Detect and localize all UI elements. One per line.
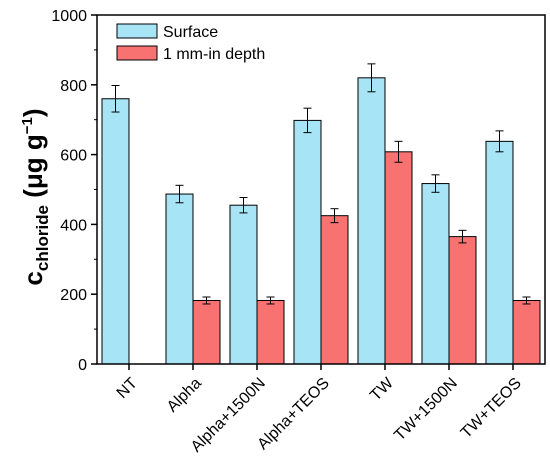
y-axis-title-symbol: c [18, 271, 48, 285]
bar-1-mm-in-depth-alpha [192, 299, 221, 365]
legend: Surface 1 mm-in depth [116, 23, 265, 63]
error-bar-surface-tw-1500n [431, 174, 440, 193]
bar-surface-tw [357, 77, 386, 365]
bars-layer [101, 77, 541, 365]
bar-1-mm-in-depth-alpha-teos [320, 215, 349, 365]
legend-swatch-surface [116, 23, 158, 39]
y-tick-label: 600 [60, 148, 87, 165]
x-tick-label-nt: NT [114, 375, 141, 402]
bar-surface-tw-1500n [421, 183, 450, 365]
y-axis-title-exponent: −1 [19, 117, 36, 134]
error-bar-1-mm-in-depth-alpha-1500n [266, 296, 275, 305]
bar-1-mm-in-depth-tw-teos [512, 299, 541, 365]
error-bar-surface-alpha-1500n [239, 197, 248, 214]
y-tick-label: 0 [78, 357, 87, 374]
y-axis-title-unit: (μg g [18, 134, 48, 205]
error-bar-surface-alpha-teos [303, 107, 312, 134]
error-bar-1-mm-in-depth-tw-1500n [458, 229, 467, 244]
bar-surface-alpha-teos [293, 119, 322, 365]
x-tick-label-tw-1500n: TW+1500N [391, 375, 461, 445]
y-axis: 0 200 400 600 800 1000 [51, 8, 97, 374]
y-axis-title: cchloride (μg g−1) [18, 108, 52, 285]
bar-1-mm-in-depth-tw [384, 151, 413, 365]
error-bar-surface-nt [111, 84, 120, 113]
bar-1-mm-in-depth-alpha-1500n [256, 299, 285, 365]
error-bar-1-mm-in-depth-tw-teos [522, 296, 531, 305]
error-bar-1-mm-in-depth-tw [394, 140, 403, 163]
bar-surface-alpha [165, 193, 194, 365]
bar-surface-tw-teos [485, 140, 514, 365]
y-tick-label: 800 [60, 78, 87, 95]
error-bar-1-mm-in-depth-alpha [202, 296, 211, 305]
legend-swatch-depth [116, 45, 158, 61]
y-tick-label: 1000 [51, 8, 87, 25]
error-bar-surface-tw-teos [495, 130, 504, 153]
legend-label-surface: Surface [163, 24, 218, 41]
y-axis-title-subscript: chloride [33, 205, 52, 271]
legend-label-depth: 1 mm-in depth [163, 46, 265, 63]
x-tick-label-tw-teos: TW+TEOS [458, 375, 525, 442]
x-tick-label-tw: TW [367, 374, 397, 404]
error-bar-surface-alpha [175, 184, 184, 204]
bar-1-mm-in-depth-tw-1500n [448, 236, 477, 365]
x-tick-label-alpha: Alpha [164, 375, 205, 416]
bar-surface-nt [101, 98, 130, 365]
bar-surface-alpha-1500n [229, 204, 258, 365]
y-tick-label: 400 [60, 217, 87, 234]
y-axis-title-close: ) [18, 108, 48, 117]
y-tick-label: 200 [60, 287, 87, 304]
error-bars-layer [111, 63, 531, 305]
error-bar-surface-tw [367, 63, 376, 93]
error-bar-1-mm-in-depth-alpha-teos [330, 208, 339, 224]
